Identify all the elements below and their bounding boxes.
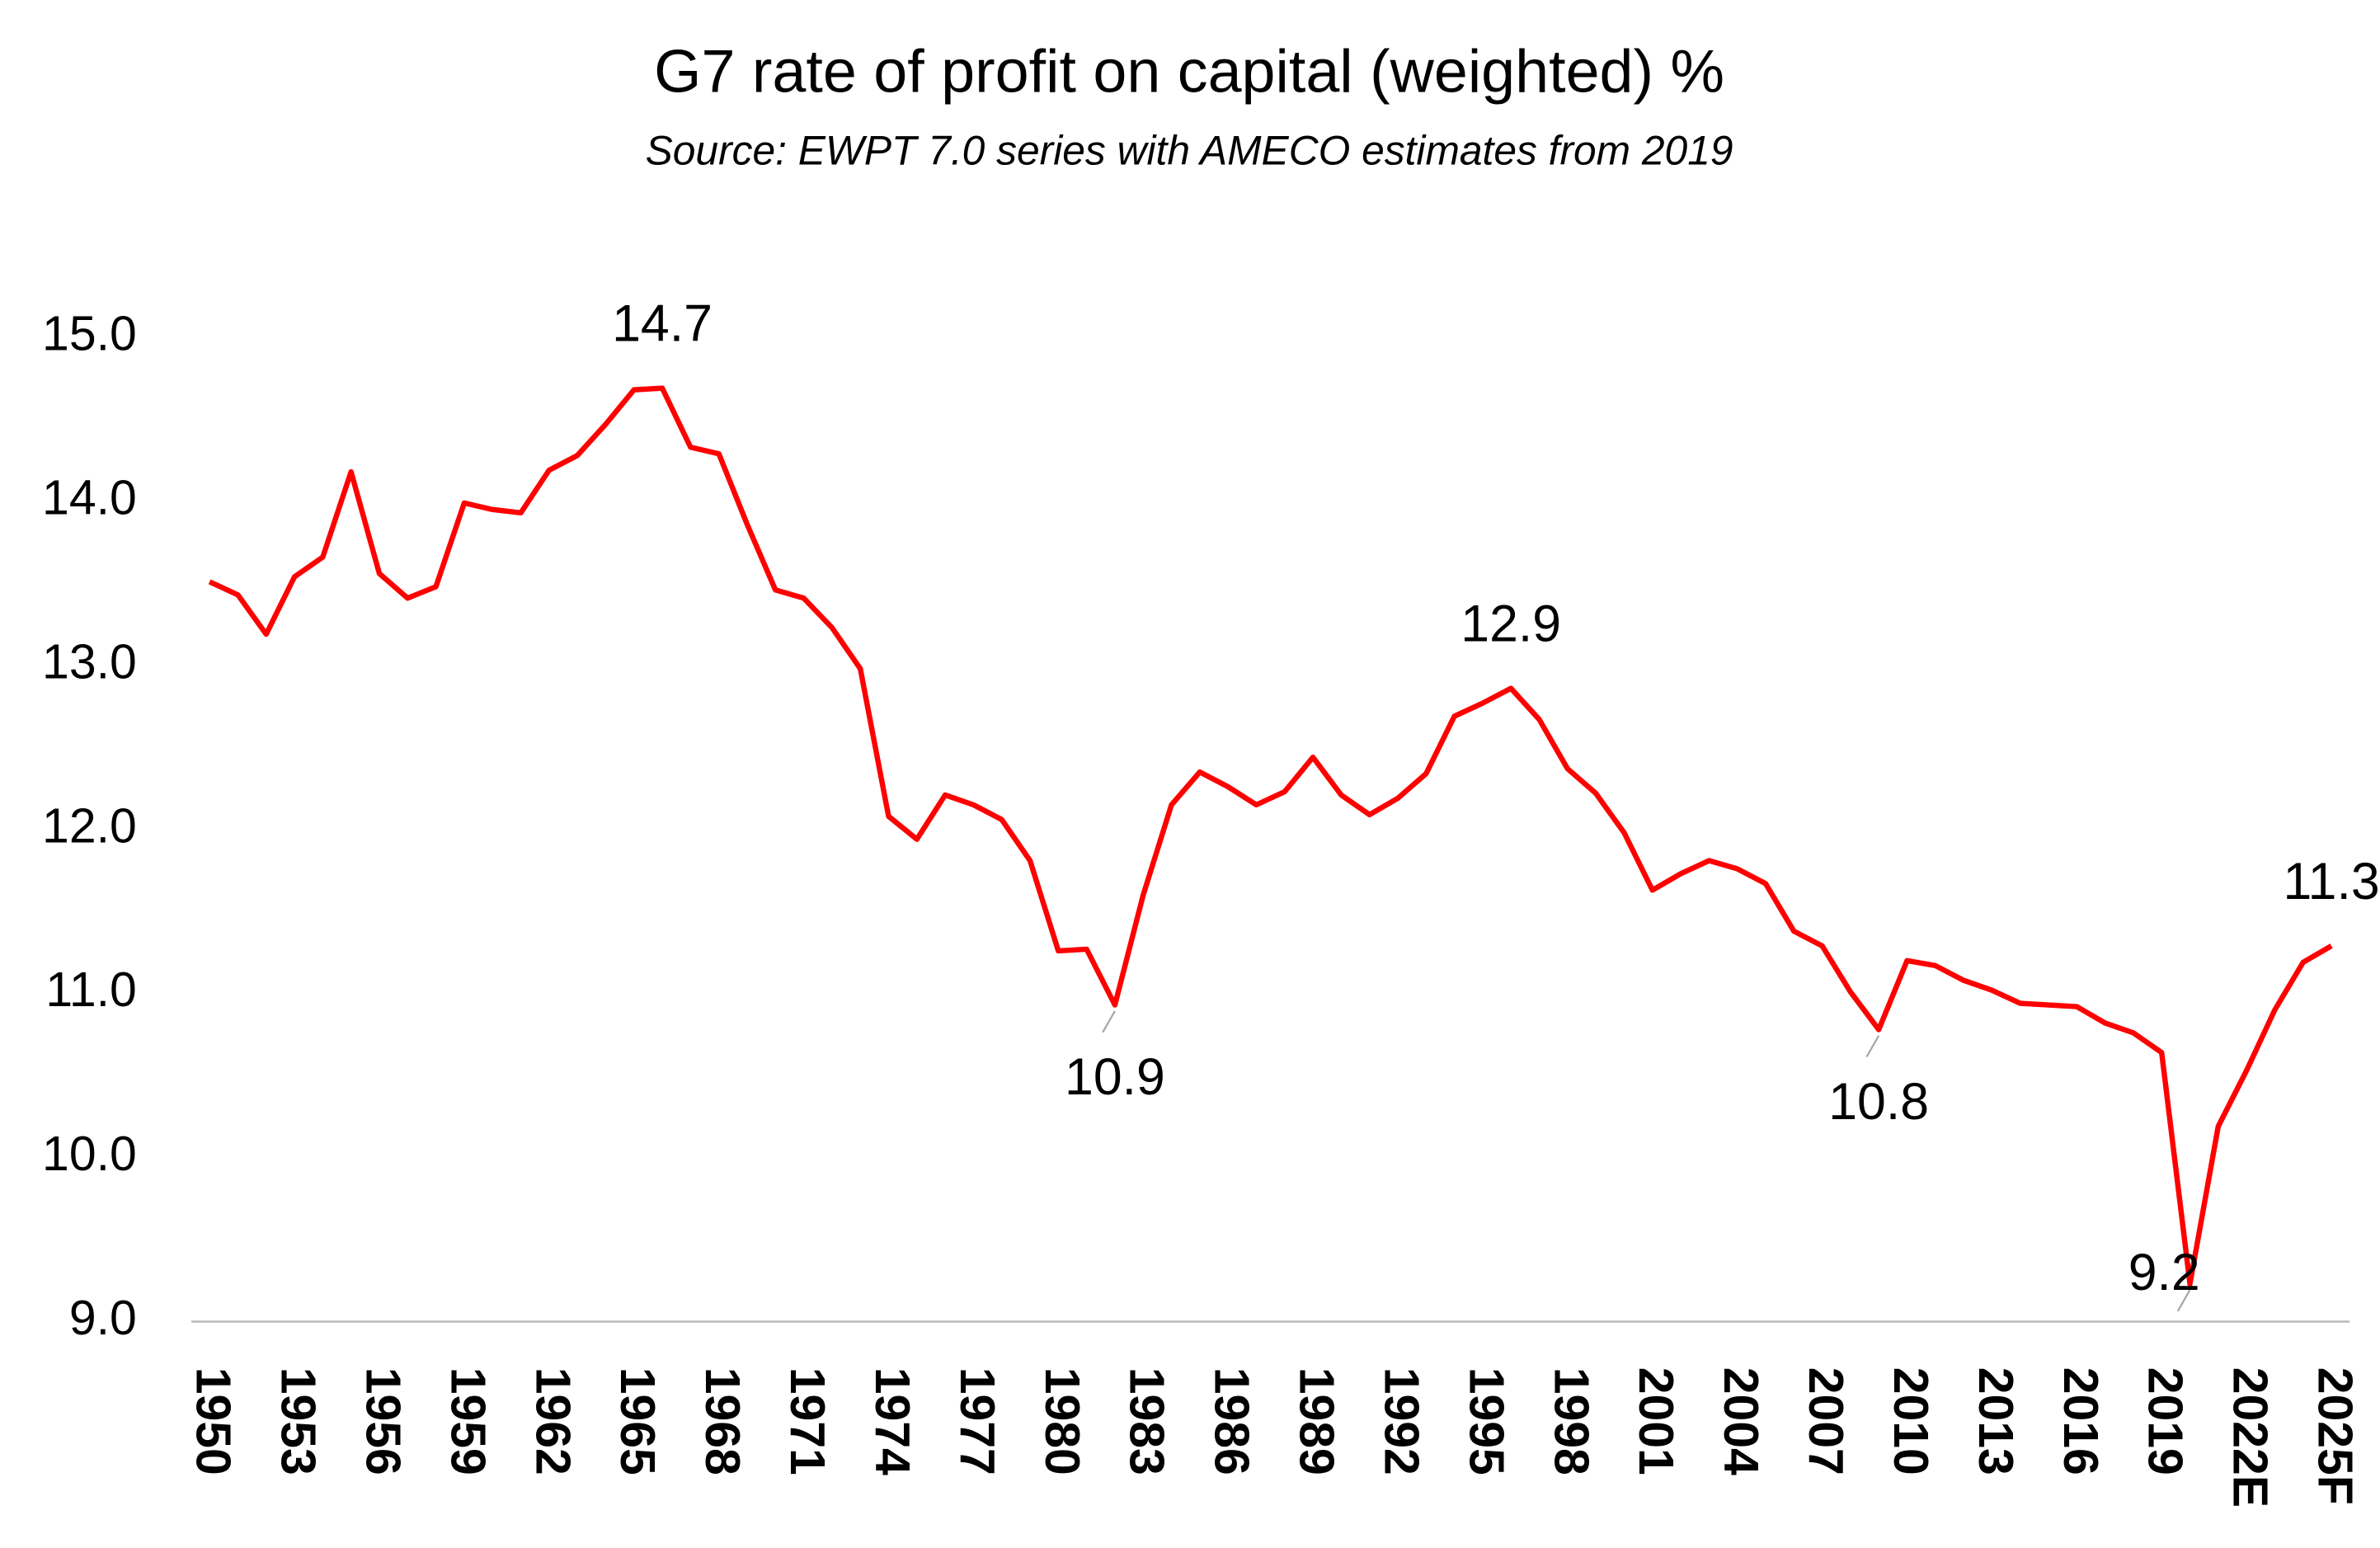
x-tick-label: 1953 bbox=[271, 1367, 325, 1475]
x-tick-label: 2001 bbox=[1629, 1367, 1682, 1475]
data-label: 14.7 bbox=[612, 295, 713, 353]
x-tick-label: 1968 bbox=[695, 1367, 749, 1475]
label-leader bbox=[1102, 1010, 1116, 1033]
x-tick-label: 1971 bbox=[780, 1367, 834, 1475]
x-tick-label: 1995 bbox=[1459, 1367, 1512, 1475]
y-tick-label: 14.0 bbox=[42, 471, 137, 525]
y-tick-label: 9.0 bbox=[69, 1292, 137, 1345]
data-label: 9.2 bbox=[2128, 1244, 2200, 1301]
data-label: 10.8 bbox=[1828, 1073, 1929, 1131]
label-leader bbox=[1865, 1035, 1880, 1058]
x-tick-label: 1998 bbox=[1544, 1367, 1597, 1475]
data-label: 11.3 bbox=[2283, 853, 2379, 910]
x-tick-label: 1974 bbox=[865, 1367, 919, 1475]
line-series bbox=[208, 385, 2333, 1287]
x-tick-label: 1989 bbox=[1290, 1367, 1343, 1475]
x-tick-label: 2013 bbox=[1968, 1367, 2022, 1475]
x-tick-label: 1986 bbox=[1205, 1367, 1258, 1475]
y-tick-label: 13.0 bbox=[42, 635, 137, 689]
chart-title: G7 rate of profit on capital (weighted) … bbox=[654, 37, 1724, 106]
y-tick-label: 15.0 bbox=[42, 308, 137, 361]
x-tick-label: 1977 bbox=[950, 1367, 1004, 1475]
x-tick-label: 2016 bbox=[2053, 1367, 2107, 1475]
x-tick-label: 1956 bbox=[355, 1367, 409, 1475]
x-tick-label: 2004 bbox=[1714, 1367, 1767, 1475]
y-tick-label: 10.0 bbox=[42, 1127, 137, 1181]
x-tick-label: 1983 bbox=[1120, 1367, 1174, 1475]
x-tick-label: 1980 bbox=[1035, 1367, 1089, 1475]
x-tick-label: 2010 bbox=[1884, 1367, 1937, 1475]
y-tick-label: 11.0 bbox=[45, 963, 136, 1017]
label-leader bbox=[2176, 1289, 2191, 1312]
x-tick-label: 2007 bbox=[1799, 1367, 1852, 1475]
data-label: 12.9 bbox=[1460, 595, 1561, 653]
chart-subtitle: Source: EWPT 7.0 series with AMECO estim… bbox=[646, 127, 1733, 173]
x-tick-label: 1965 bbox=[610, 1367, 664, 1475]
x-tick-label: 2019 bbox=[2138, 1367, 2192, 1475]
y-tick-label: 12.0 bbox=[42, 799, 137, 853]
data-label: 10.9 bbox=[1065, 1048, 1165, 1106]
x-tick-label: 2025F bbox=[2308, 1367, 2362, 1505]
x-tick-label: 1992 bbox=[1374, 1367, 1428, 1475]
x-tick-label: 1950 bbox=[186, 1367, 240, 1475]
x-tick-label: 1959 bbox=[440, 1367, 494, 1475]
x-tick-label: 1962 bbox=[525, 1367, 579, 1475]
x-tick-label: 2022E bbox=[2223, 1367, 2277, 1508]
